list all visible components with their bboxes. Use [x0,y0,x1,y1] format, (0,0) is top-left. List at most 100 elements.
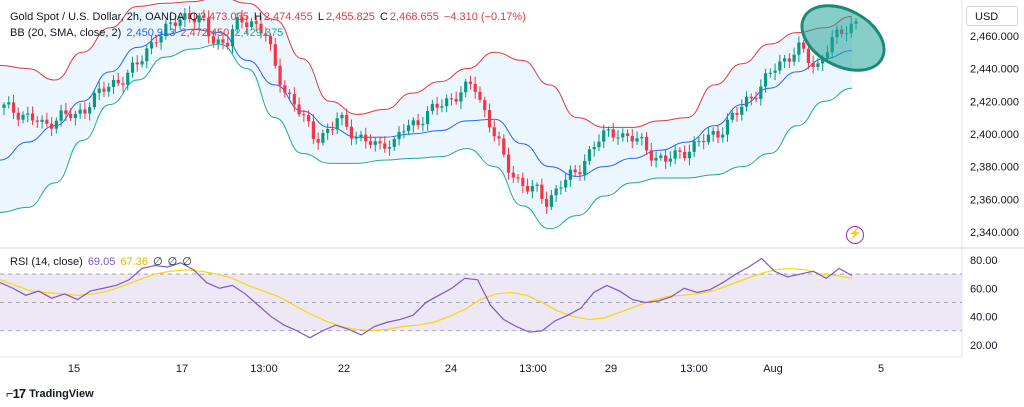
candle-body [83,109,87,114]
candle-body [97,88,101,94]
highlight-ellipse [800,4,886,72]
price-tick-label: 2,460.000 [970,31,1019,43]
candle-body [668,158,672,162]
candle-body [192,18,196,23]
candle-body [335,118,339,130]
candle-body [226,42,230,47]
candle-body [88,107,92,114]
candle-body [235,17,239,30]
candle-body [202,15,206,18]
rsi-na-2: ∅ [167,256,178,268]
candle-body [69,114,73,119]
candle-body [473,83,477,92]
candle-body [302,114,306,116]
candle-body [188,13,192,19]
candle-body [497,136,501,139]
price-tick-label: 2,440.000 [970,64,1019,76]
candle-body [540,184,544,200]
candle-body [778,61,782,71]
candle-body [454,98,458,102]
candle-body [173,22,177,26]
time-tick-label: 13:00 [250,363,278,375]
candle-body [330,129,335,131]
candle-body [516,177,520,179]
price-tick-label: 2,420.000 [970,96,1019,108]
candle-body [740,106,744,115]
candle-body [492,127,496,137]
candle-body [207,17,211,37]
candle-body [221,39,225,43]
candle-body [283,85,287,93]
candle-body [506,154,511,173]
bb-label: BB (20, SMA, close, 2) [10,27,122,39]
price-tick-label: 2,360.000 [970,194,1019,206]
candle-body [692,141,696,152]
candle-body [525,185,530,192]
candle-body [564,179,568,188]
candle-body [345,114,349,127]
rsi-legend: RSI (14, close) 69.05 67.36 ∅ ∅ ∅ [10,255,194,268]
bb-basis-line [0,28,853,177]
candle-body [583,160,587,175]
candle-body [611,129,615,138]
candle-body [16,112,20,120]
candle-body [644,136,649,151]
candle-body [149,42,154,49]
candle-body [654,157,658,161]
time-tick-label: 22 [338,363,350,375]
candle-body [183,13,187,20]
candle-body [440,106,444,108]
currency-button[interactable]: USD [966,6,1018,26]
candle-body [278,65,282,86]
candle-body [559,187,563,189]
candle-body [21,114,25,120]
candle-body [387,146,392,149]
candle-body [426,111,430,125]
candle-body [597,141,601,148]
candle-body [107,86,111,92]
candle-body [702,141,706,143]
candle-body [35,120,39,122]
rsi-tick-label: 80.00 [970,255,998,267]
bb-fill [0,0,852,229]
candle-body [783,58,787,62]
low-label: L [317,11,324,23]
candle-body [535,184,539,186]
candle-body [730,112,734,120]
lightning-icon[interactable]: ⚡ [846,226,864,244]
candle-body [430,103,434,112]
brand-name: TradingView [29,387,94,400]
rsi-label: RSI (14, close) [10,256,83,268]
rsi-value: 69.05 [87,256,116,268]
candle-body [697,141,701,143]
rsi-tick-label: 40.00 [970,312,998,324]
candle-body [307,115,311,122]
rsi-line [0,257,853,339]
open-value: 2,473.035 [199,11,249,23]
candle-body [54,120,58,129]
candle-body [297,104,301,115]
brand-footer[interactable]: ⌐17 TradingView [6,386,94,401]
candle-body [349,126,354,139]
change-value: −4.310 (−0.17%) [443,11,526,23]
candle-body [602,130,606,142]
candle-body [368,141,373,145]
candle-body [245,22,249,28]
candle-body [749,96,753,99]
candle-body [478,91,482,100]
time-tick-label: 24 [445,363,457,375]
time-tick-label: 5 [878,363,884,375]
candle-body [130,62,135,73]
candle-body [40,119,44,122]
candle-body [135,62,139,65]
bb-legend: BB (20, SMA, close, 2) 2,450.913 2,472.4… [10,27,285,39]
candle-body [773,70,777,73]
candle-body [311,121,315,140]
rsi-ma-line [0,267,853,332]
candle-body [11,102,16,113]
candle-body [145,48,149,62]
time-tick-label: Aug [763,363,783,375]
candle-body [606,129,611,131]
candle-body [102,88,106,92]
